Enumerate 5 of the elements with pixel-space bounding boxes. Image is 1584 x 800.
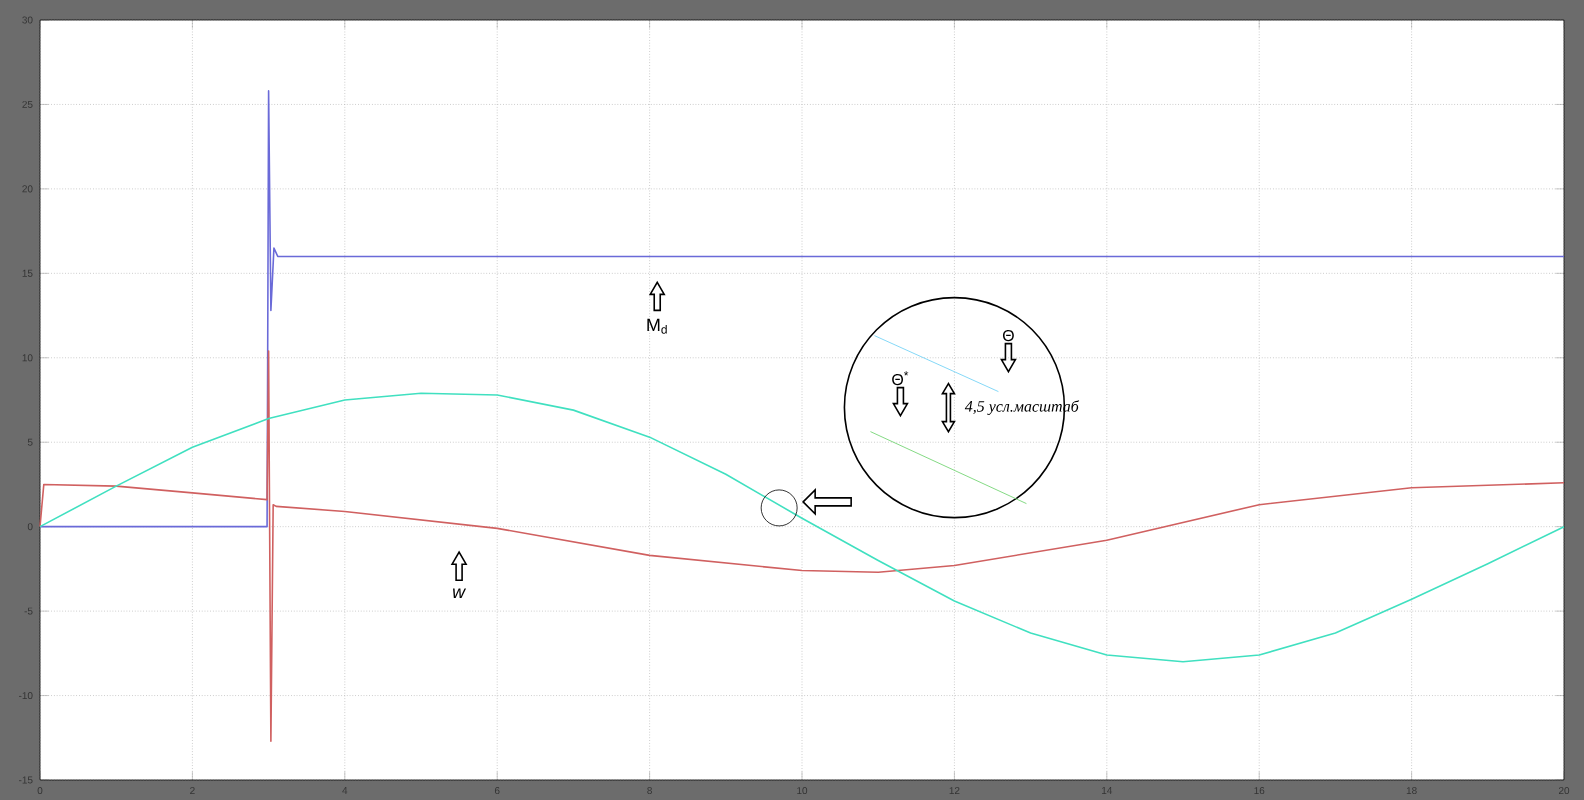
line-series — [39, 90, 1565, 528]
line-series — [39, 350, 1565, 742]
annotation: M$_{d}$ — [647, 318, 667, 334]
annotation: w — [453, 588, 467, 599]
line-series — [39, 392, 1565, 663]
